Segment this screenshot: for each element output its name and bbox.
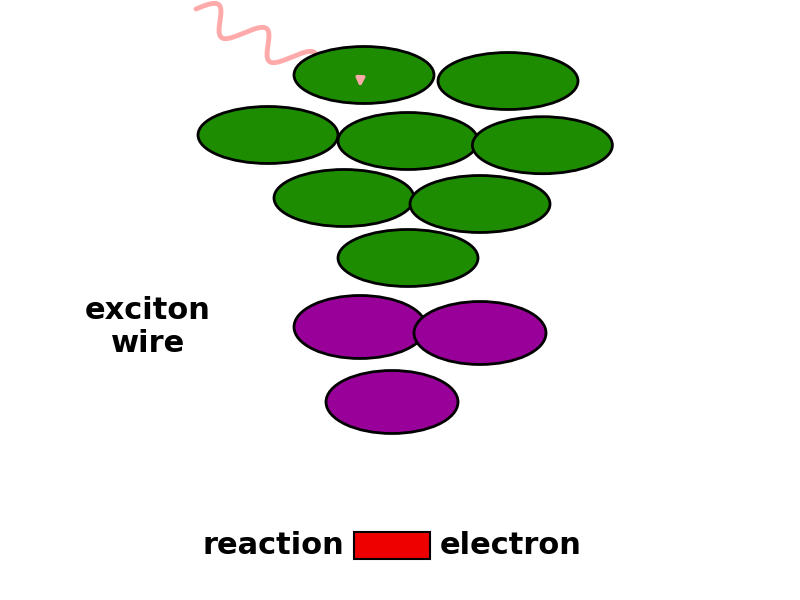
Ellipse shape <box>326 370 458 433</box>
Ellipse shape <box>294 46 434 103</box>
Text: exciton
wire: exciton wire <box>85 296 211 358</box>
Ellipse shape <box>338 113 478 169</box>
Ellipse shape <box>410 175 550 232</box>
Ellipse shape <box>438 52 578 109</box>
Ellipse shape <box>294 295 426 358</box>
Text: electron: electron <box>440 531 582 560</box>
Ellipse shape <box>274 169 414 226</box>
Ellipse shape <box>338 229 478 287</box>
Text: reaction: reaction <box>202 531 344 560</box>
Bar <box>354 532 430 559</box>
Ellipse shape <box>414 301 546 364</box>
Ellipse shape <box>473 116 613 174</box>
Ellipse shape <box>198 107 338 163</box>
